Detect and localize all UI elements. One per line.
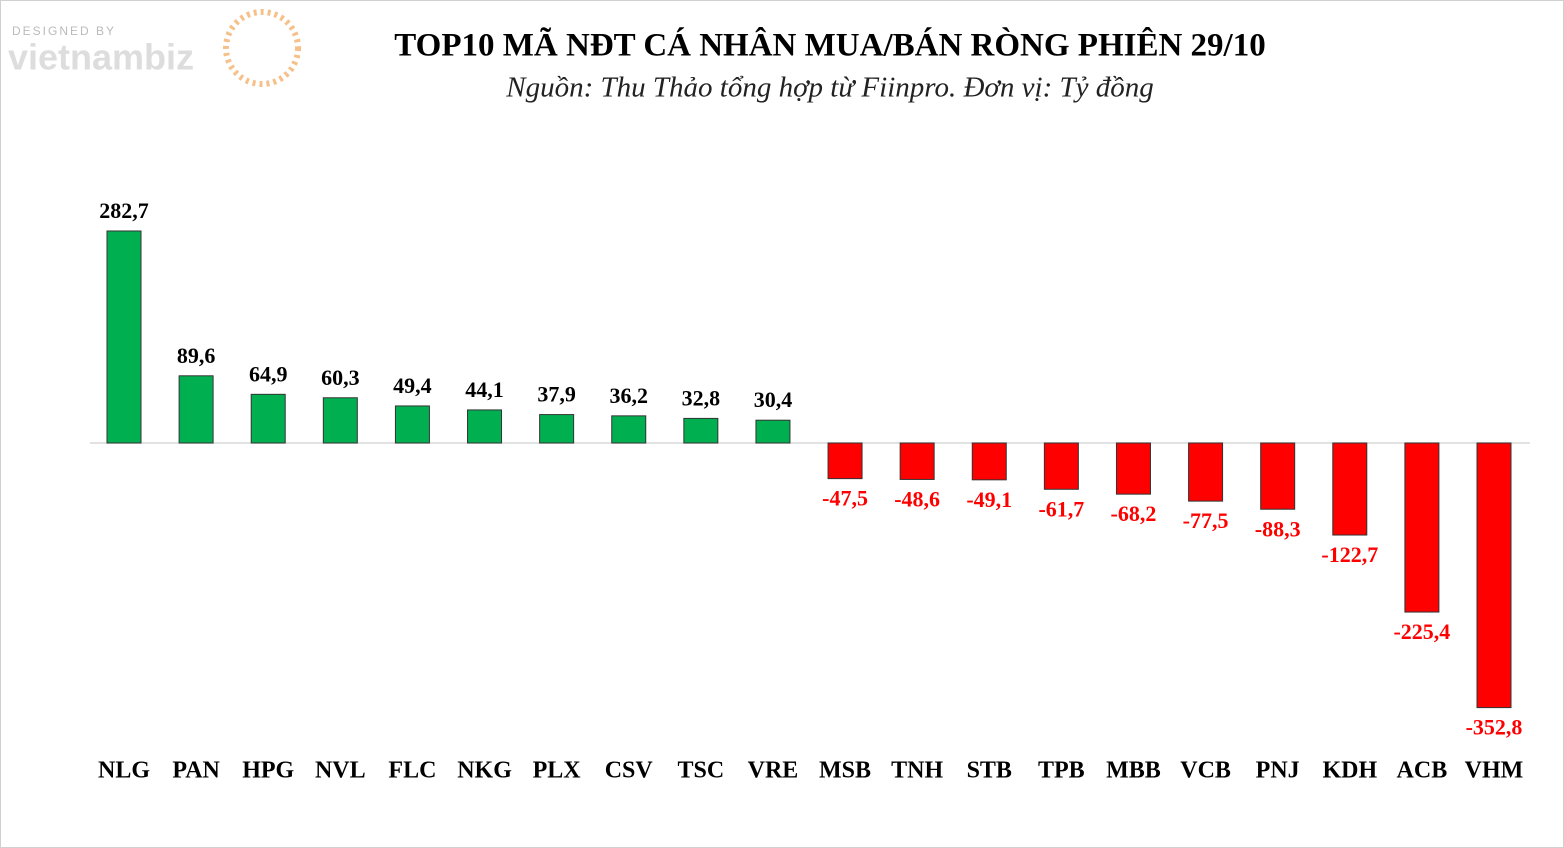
bar (1115, 442, 1151, 495)
x-tick-label: STB (967, 758, 1012, 784)
value-label: -352,8 (1466, 715, 1523, 740)
x-tick-label: ACB (1397, 758, 1448, 784)
value-label: 49,4 (393, 373, 432, 398)
x-tick-label: VCB (1180, 758, 1231, 784)
x-tick-label: TNH (891, 758, 943, 784)
chart-subtitle: Nguồn: Thu Thảo tổng hợp từ Fiinpro. Đơn… (505, 72, 1153, 104)
value-label: -61,7 (1038, 496, 1084, 521)
x-tick-label: NVL (315, 758, 366, 784)
x-tick-label: NLG (98, 758, 150, 784)
bar (611, 415, 647, 444)
value-label: 37,9 (537, 382, 576, 407)
x-tick-label: PLX (533, 758, 582, 784)
value-label: -48,6 (894, 486, 940, 511)
bar (827, 442, 863, 480)
value-label: -68,2 (1111, 501, 1157, 526)
x-tick-label: CSV (605, 758, 654, 784)
value-label: 89,6 (177, 343, 216, 368)
value-label: -225,4 (1393, 619, 1450, 644)
x-tick-label: MBB (1106, 758, 1161, 784)
watermark-designed: DESIGNED BY (12, 24, 116, 38)
value-label: 44,1 (465, 377, 504, 402)
bar (1188, 442, 1224, 502)
bar (755, 419, 791, 444)
value-label: -47,5 (822, 486, 868, 511)
value-label: -122,7 (1321, 542, 1378, 567)
bar (539, 414, 575, 444)
x-tick-label: TPB (1038, 758, 1085, 784)
watermark-brand: vietnambiz (8, 37, 194, 78)
x-tick-label: PAN (172, 758, 220, 784)
bar (1404, 442, 1440, 613)
x-tick-label: HPG (242, 758, 294, 784)
bar (250, 393, 286, 444)
bar (322, 397, 358, 444)
x-tick-label: VRE (748, 758, 799, 784)
value-label: 60,3 (321, 365, 360, 390)
value-label: 282,7 (99, 198, 149, 223)
value-label: -88,3 (1255, 516, 1301, 541)
value-label: 36,2 (609, 383, 648, 408)
bar (106, 230, 142, 444)
x-tick-label: KDH (1322, 758, 1377, 784)
bar (899, 442, 935, 480)
bar (394, 405, 430, 444)
chart-title: TOP10 MÃ NĐT CÁ NHÂN MUA/BÁN RÒNG PHIÊN … (394, 26, 1265, 64)
x-tick-label: PNJ (1256, 758, 1300, 784)
bar (1260, 442, 1296, 510)
bar (178, 375, 214, 444)
bar (1476, 442, 1512, 709)
x-tick-label: NKG (457, 758, 512, 784)
x-tick-label: TSC (677, 758, 724, 784)
bar (971, 442, 1007, 481)
value-label: -77,5 (1183, 508, 1229, 533)
bar (1043, 442, 1079, 490)
value-label: 30,4 (754, 387, 793, 412)
x-tick-label: VHM (1465, 758, 1524, 784)
bar (467, 409, 503, 444)
value-label: 32,8 (682, 385, 721, 410)
x-tick-label: MSB (819, 758, 871, 784)
bar (1332, 442, 1368, 536)
logo-ring (223, 9, 301, 87)
value-label: 64,9 (249, 361, 288, 386)
watermark: DESIGNED BY vietnambiz (8, 9, 301, 87)
value-label: -49,1 (966, 487, 1012, 512)
x-tick-label: FLC (388, 758, 436, 784)
bar (683, 417, 719, 444)
